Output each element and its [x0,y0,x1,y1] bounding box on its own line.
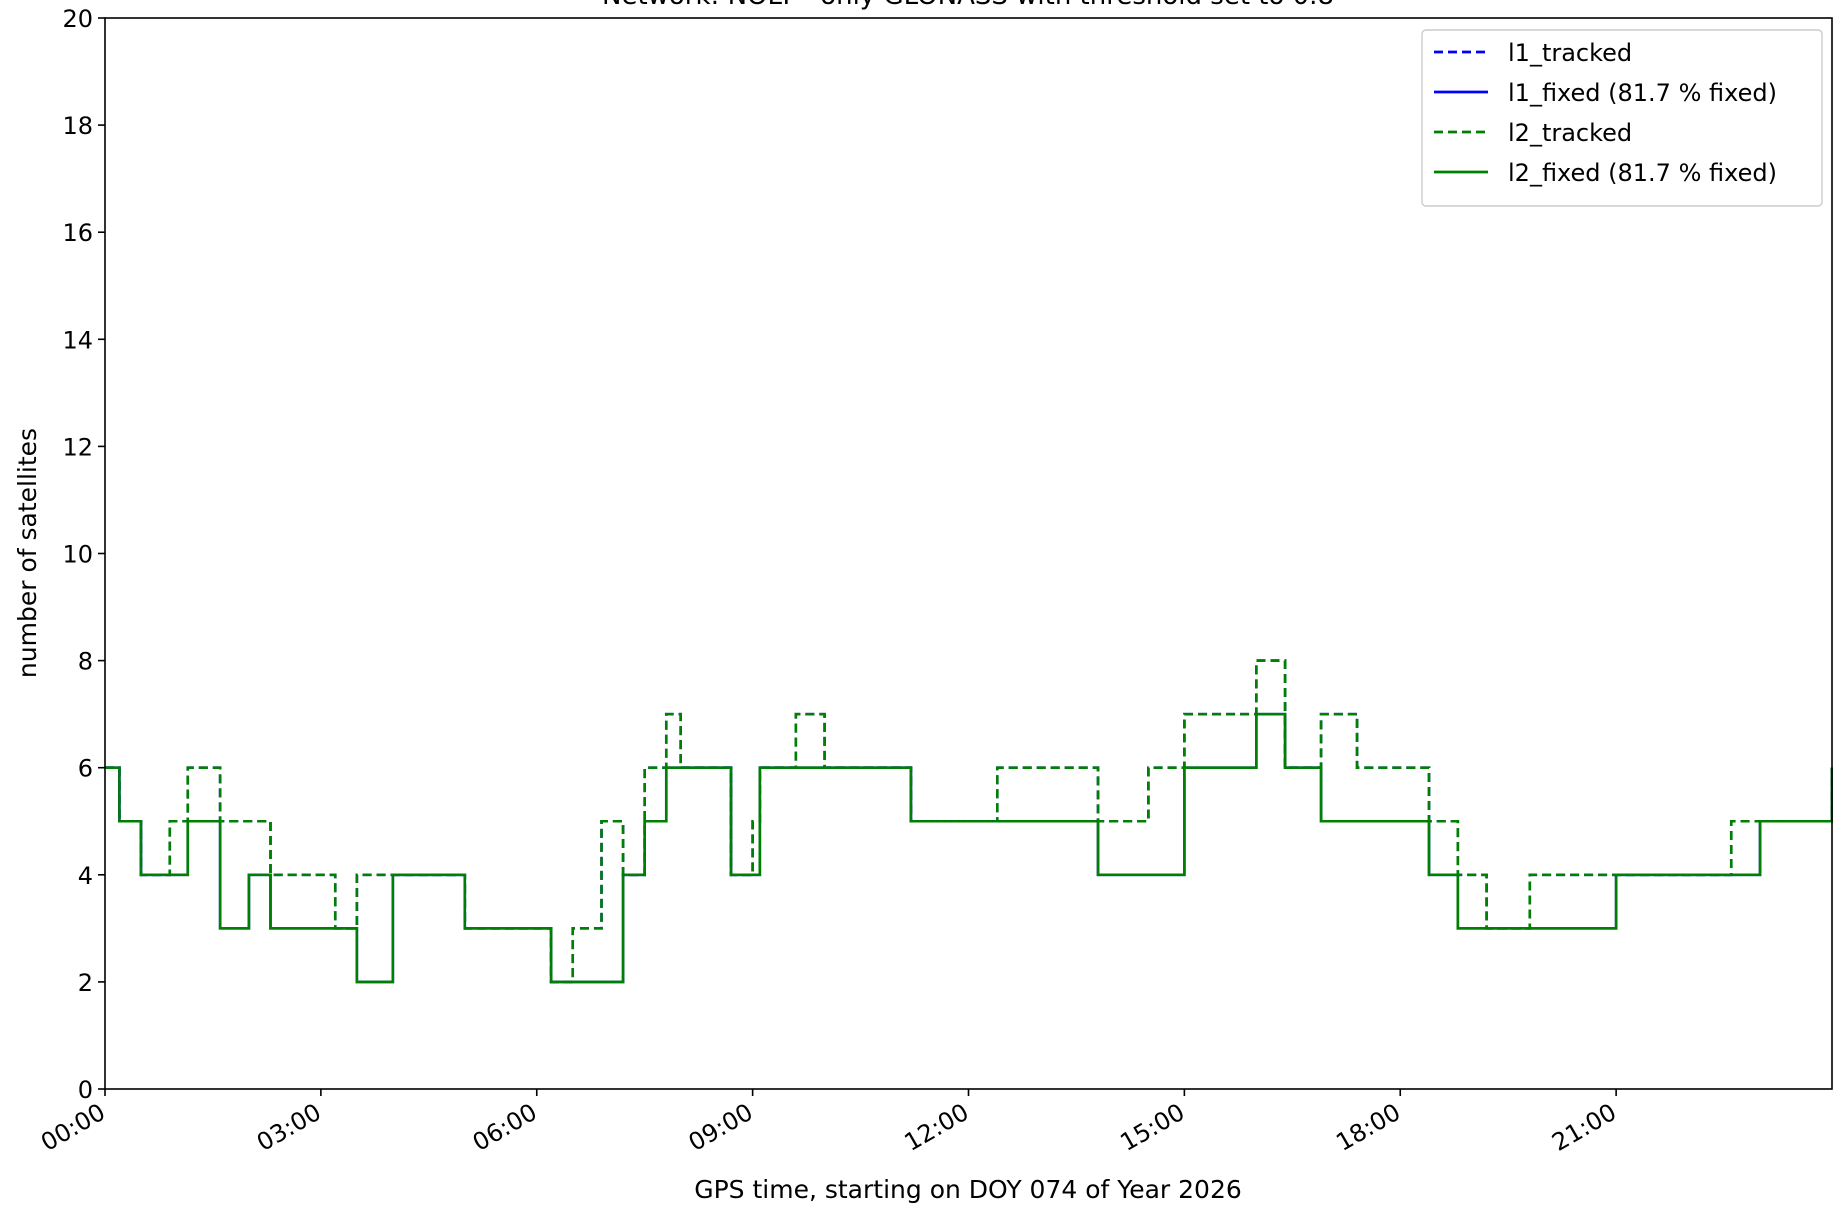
y-tick-label: 20 [62,5,93,33]
y-tick-label: 10 [62,541,93,569]
x-tick-label: 21:00 [1547,1098,1621,1157]
x-tick-label: 15:00 [1115,1098,1189,1157]
series-layer [105,659,1833,984]
y-tick-label: 16 [62,219,93,247]
x-tick-label: 12:00 [900,1098,974,1157]
x-tick-label: 18:00 [1331,1098,1405,1157]
y-tick-label: 18 [62,112,93,140]
y-tick-label: 14 [62,326,93,354]
y-axis-label: number of satellites [13,428,42,678]
x-tick-label: 00:00 [36,1098,110,1157]
y-tick-label: 6 [78,755,93,783]
x-tick-label: 03:00 [252,1098,326,1157]
y-tick-label: 0 [78,1076,93,1104]
legend: l1_tracked l1_fixed (81.7 % fixed) l2_trac… [1421,29,1823,207]
x-axis: 00:00 03:00 06:00 09:00 12:00 15:00 18:00 21:00 [36,1089,1621,1157]
legend-label: l1_fixed (81.7 % fixed) [1508,79,1777,107]
y-tick-label: 12 [62,433,93,461]
y-tick-label: 2 [78,969,93,997]
legend-box [1421,29,1823,207]
legend-label: l2_tracked [1508,119,1632,147]
chart-title: Network: NOLT - only GLONASS with thresh… [602,0,1334,11]
x-axis-label: GPS time, starting on DOY 074 of Year 20… [694,1175,1242,1204]
y-tick-label: 4 [78,862,93,890]
series-line-l2-fixed [105,712,1833,984]
series-line-l1-fixed [105,712,1833,984]
y-tick-label: 8 [78,648,93,676]
x-tick-label: 06:00 [468,1098,542,1157]
legend-label: l2_fixed (81.7 % fixed) [1508,159,1777,187]
legend-label: l1_tracked [1508,39,1632,67]
x-tick-label: 09:00 [684,1098,758,1157]
y-axis: 0 2 4 6 8 10 12 14 16 18 20 [62,5,105,1104]
series-line-l2-tracked [105,659,1833,984]
